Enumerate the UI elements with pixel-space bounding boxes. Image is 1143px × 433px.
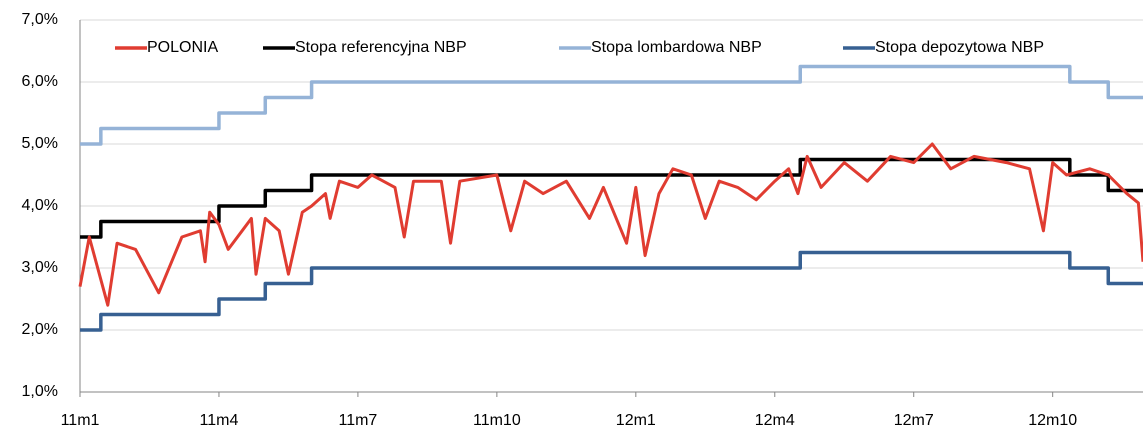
series-line xyxy=(78,142,1143,307)
legend-label: Stopa referencyjna NBP xyxy=(295,39,467,56)
x-tick-label: 11m4 xyxy=(200,412,239,429)
x-tick-label: 12m1 xyxy=(616,412,656,429)
y-tick-label: 6,0% xyxy=(22,73,58,90)
series-line xyxy=(80,157,1143,239)
x-tick-label: 11m1 xyxy=(61,412,100,429)
x-tick-label: 11m7 xyxy=(338,412,377,429)
legend-label: POLONIA xyxy=(147,39,218,56)
y-tick-label: 1,0% xyxy=(22,383,58,400)
y-tick-label: 4,0% xyxy=(22,197,58,214)
series-line xyxy=(80,64,1143,146)
y-tick-label: 7,0% xyxy=(22,11,58,28)
y-tick-label: 3,0% xyxy=(22,259,58,276)
y-tick-label: 5,0% xyxy=(22,135,58,152)
x-tick-label: 12m4 xyxy=(755,412,795,429)
legend-label: Stopa lombardowa NBP xyxy=(591,39,762,56)
x-tick-label: 11m10 xyxy=(473,412,521,429)
legend-label: Stopa depozytowa NBP xyxy=(875,39,1044,56)
series-line xyxy=(80,250,1143,332)
x-tick-label: 12m7 xyxy=(894,412,934,429)
x-tick-label: 12m10 xyxy=(1028,412,1077,429)
y-tick-label: 2,0% xyxy=(22,321,58,338)
